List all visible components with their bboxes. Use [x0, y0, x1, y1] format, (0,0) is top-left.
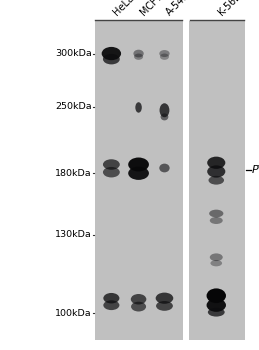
Ellipse shape: [103, 300, 119, 310]
Ellipse shape: [103, 159, 120, 170]
Text: PTPN14: PTPN14: [252, 165, 259, 175]
Text: 250kDa: 250kDa: [55, 102, 92, 111]
Text: 130kDa: 130kDa: [55, 230, 92, 239]
Ellipse shape: [131, 294, 146, 304]
Ellipse shape: [103, 167, 120, 177]
Ellipse shape: [134, 54, 143, 60]
Ellipse shape: [103, 293, 119, 303]
Ellipse shape: [207, 288, 226, 303]
Ellipse shape: [207, 157, 225, 169]
Ellipse shape: [207, 166, 225, 178]
Ellipse shape: [159, 50, 170, 57]
Ellipse shape: [156, 301, 173, 311]
Bar: [183, 21, 189, 340]
Ellipse shape: [128, 158, 149, 172]
Text: 100kDa: 100kDa: [55, 309, 92, 318]
Text: 300kDa: 300kDa: [55, 49, 92, 58]
Ellipse shape: [208, 308, 225, 316]
Ellipse shape: [156, 293, 173, 304]
Ellipse shape: [103, 54, 120, 64]
Ellipse shape: [160, 103, 169, 117]
Text: MCF7: MCF7: [139, 0, 165, 18]
Ellipse shape: [209, 210, 223, 217]
Ellipse shape: [210, 260, 222, 266]
Ellipse shape: [210, 253, 223, 261]
Text: A-549: A-549: [164, 0, 192, 18]
Ellipse shape: [207, 299, 226, 312]
Bar: [95, 21, 245, 340]
Ellipse shape: [161, 113, 168, 120]
Ellipse shape: [128, 167, 149, 180]
Ellipse shape: [131, 302, 146, 312]
Ellipse shape: [159, 164, 170, 173]
Ellipse shape: [135, 102, 142, 113]
Text: K-562: K-562: [216, 0, 243, 18]
Ellipse shape: [102, 47, 121, 60]
Text: 180kDa: 180kDa: [55, 169, 92, 178]
Ellipse shape: [133, 50, 144, 57]
Text: HeLa: HeLa: [111, 0, 136, 18]
Ellipse shape: [208, 176, 224, 185]
Ellipse shape: [210, 217, 223, 224]
Ellipse shape: [160, 54, 169, 60]
